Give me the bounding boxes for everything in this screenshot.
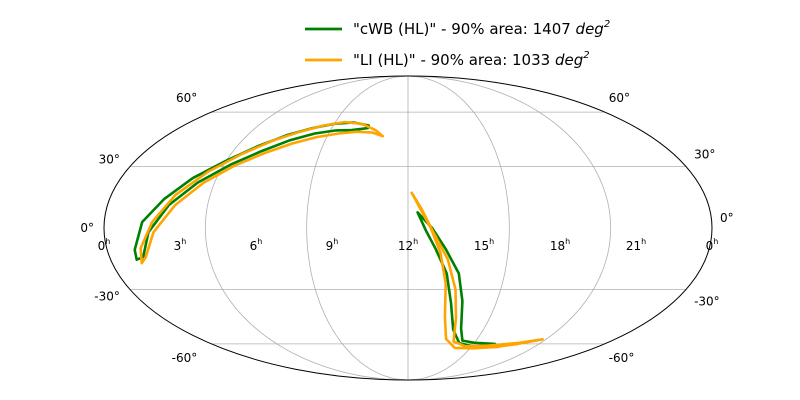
- x-tick-label: 6h: [250, 237, 263, 253]
- contour-line-series-1-part-1: [410, 191, 544, 350]
- y-tick-label-left: -30°: [94, 289, 120, 303]
- x-tick-label: 0h: [706, 237, 719, 253]
- x-tick-label: 12h: [398, 237, 418, 253]
- y-tick-label-right: 60°: [609, 91, 630, 105]
- y-tick-label-left: -60°: [172, 351, 198, 365]
- x-tick-label: 9h: [326, 237, 339, 253]
- meridian-gridline: [407, 75, 612, 381]
- x-tick-label: 21h: [626, 237, 646, 253]
- y-tick-label-left: 30°: [99, 153, 120, 167]
- contour-line-series-1-part-0: [139, 120, 385, 265]
- tick-labels: 0h 21h 18h 15h 12h 9h 6h 3h 0h 60° 30° 0° -30° -60° 60…: [80, 91, 733, 365]
- y-tick-label-right: -60°: [609, 351, 635, 365]
- graticule: [129, 75, 687, 381]
- y-tick-label-left: 0°: [80, 221, 94, 235]
- x-tick-label: 0h: [98, 237, 111, 253]
- map-frame: [103, 75, 713, 381]
- contour-series: [133, 120, 544, 350]
- x-tick-label: 18h: [550, 237, 570, 253]
- x-tick-label: 15h: [474, 237, 494, 253]
- y-tick-label-right: -30°: [694, 294, 720, 308]
- contour-line-series-0-part-1: [416, 211, 500, 349]
- y-tick-label-right: 0°: [720, 211, 734, 225]
- y-tick-label-left: 60°: [176, 91, 197, 105]
- legend-entry-label: "cWB (HL)" - 90% area: 1407 deg2: [353, 19, 610, 38]
- meridian-gridline: [407, 75, 510, 381]
- meridian-gridline: [204, 75, 409, 381]
- legend-entry-label: "LI (HL)" - 90% area: 1033 deg2: [353, 50, 590, 69]
- meridian-gridline: [306, 75, 409, 381]
- y-tick-label-right: 30°: [694, 148, 715, 162]
- legend: "cWB (HL)" - 90% area: 1407 deg2 "LI (HL)…: [305, 19, 610, 69]
- x-tick-label: 3h: [174, 237, 187, 253]
